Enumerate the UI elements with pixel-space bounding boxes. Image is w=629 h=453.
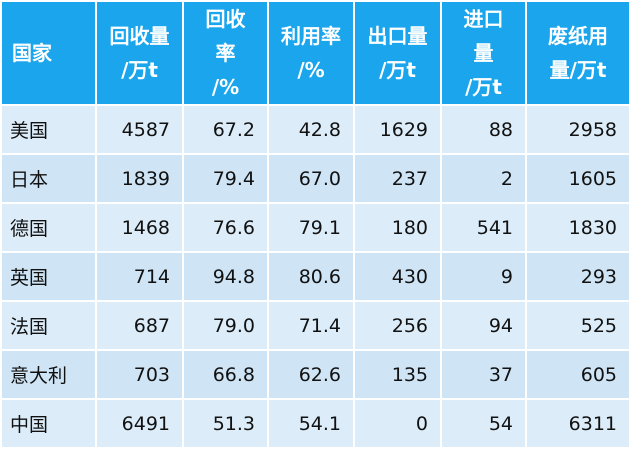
- header-text: 回收量: [109, 24, 170, 48]
- value-cell: 94: [440, 300, 527, 351]
- value-cell: 1605: [525, 153, 629, 204]
- country-cell: 德国: [0, 202, 97, 253]
- value-cell: 605: [525, 349, 629, 400]
- value-cell: 51.3: [182, 398, 269, 449]
- header-cell: 国家: [0, 0, 97, 106]
- value-cell: 66.8: [182, 349, 269, 400]
- value-cell: 1468: [95, 202, 184, 253]
- value-cell: 1830: [525, 202, 629, 253]
- value-cell: 67.2: [182, 104, 269, 155]
- header-text: 利用率: [281, 24, 341, 48]
- value-cell: 180: [353, 202, 442, 253]
- value-cell: 1839: [95, 153, 184, 204]
- header-cell: 废纸用量/万t: [525, 0, 629, 106]
- country-cell: 中国: [0, 398, 97, 449]
- header-row: 国家 回收量/万t 回收率/% 利用率/% 出口量/万t 进口量/万t 废纸用 量/万t: [0, 0, 629, 106]
- value-cell: 67.0: [267, 153, 355, 204]
- value-cell: 0: [353, 398, 442, 449]
- value-cell: 79.1: [267, 202, 355, 253]
- value-cell: 94.8: [182, 251, 269, 302]
- header-cell: 回收率 /%: [182, 0, 269, 106]
- table-row: 中国 6491 51.3 54.1 0 54 6311: [0, 398, 629, 449]
- country-cell: 美国: [0, 104, 97, 155]
- header-text: 进口量: [463, 7, 504, 65]
- header-cell: 回收量/万t: [95, 0, 184, 106]
- value-cell: 71.4: [267, 300, 355, 351]
- value-cell: 79.4: [182, 153, 269, 204]
- value-cell: 714: [95, 251, 184, 302]
- value-cell: 237: [353, 153, 442, 204]
- value-cell: 80.6: [267, 251, 355, 302]
- table-row: 法国 687 79.0 71.4 256 94 525: [0, 300, 629, 351]
- value-cell: 525: [525, 300, 629, 351]
- table-row: 英国 714 94.8 80.6 430 9 293: [0, 251, 629, 302]
- value-cell: 2958: [525, 104, 629, 155]
- value-cell: 42.8: [267, 104, 355, 155]
- table-header: 国家 回收量/万t 回收率/% 利用率/% 出口量/万t 进口量/万t 废纸用 量/万t: [0, 0, 629, 106]
- value-cell: 76.6: [182, 202, 269, 253]
- table-row: 美国 4587 67.2 42.8 1629 88 2958: [0, 104, 629, 155]
- value-cell: 2: [440, 153, 527, 204]
- header-text: /%: [297, 58, 325, 82]
- table-row: 德国 1468 76.6 79.1 180 541 1830: [0, 202, 629, 253]
- table-body: 美国 4587 67.2 42.8 1629 88 2958 日本 1839 79.4 67.0 23…: [0, 104, 629, 449]
- value-cell: 1629: [353, 104, 442, 155]
- value-cell: 88: [440, 104, 527, 155]
- header-text: /万t: [465, 75, 502, 99]
- header-text: 国家: [12, 41, 52, 65]
- value-cell: 687: [95, 300, 184, 351]
- header-cell: 进口量/万t: [440, 0, 527, 106]
- value-cell: 541: [440, 202, 527, 253]
- value-cell: 9: [440, 251, 527, 302]
- value-cell: 256: [353, 300, 442, 351]
- value-cell: 293: [525, 251, 629, 302]
- value-cell: 6311: [525, 398, 629, 449]
- header-text: 出口量: [367, 24, 428, 48]
- value-cell: 4587: [95, 104, 184, 155]
- header-text: 废纸用: [548, 24, 608, 48]
- value-cell: 703: [95, 349, 184, 400]
- value-cell: 54.1: [267, 398, 355, 449]
- value-cell: 37: [440, 349, 527, 400]
- country-cell: 意大利: [0, 349, 97, 400]
- country-cell: 英国: [0, 251, 97, 302]
- value-cell: 6491: [95, 398, 184, 449]
- header-text: /%: [211, 75, 240, 99]
- value-cell: 430: [353, 251, 442, 302]
- header-cell: 利用率 /%: [267, 0, 355, 106]
- header-text: /万t: [121, 58, 158, 82]
- header-cell: 出口量/万t: [353, 0, 442, 106]
- table-row: 日本 1839 79.4 67.0 237 2 1605: [0, 153, 629, 204]
- header-text: 回收率: [205, 7, 246, 65]
- country-cell: 法国: [0, 300, 97, 351]
- value-cell: 62.6: [267, 349, 355, 400]
- value-cell: 135: [353, 349, 442, 400]
- header-text: /万t: [379, 58, 416, 82]
- country-cell: 日本: [0, 153, 97, 204]
- value-cell: 54: [440, 398, 527, 449]
- header-text: 量/万t: [549, 58, 607, 82]
- value-cell: 79.0: [182, 300, 269, 351]
- table-row: 意大利 703 66.8 62.6 135 37 605: [0, 349, 629, 400]
